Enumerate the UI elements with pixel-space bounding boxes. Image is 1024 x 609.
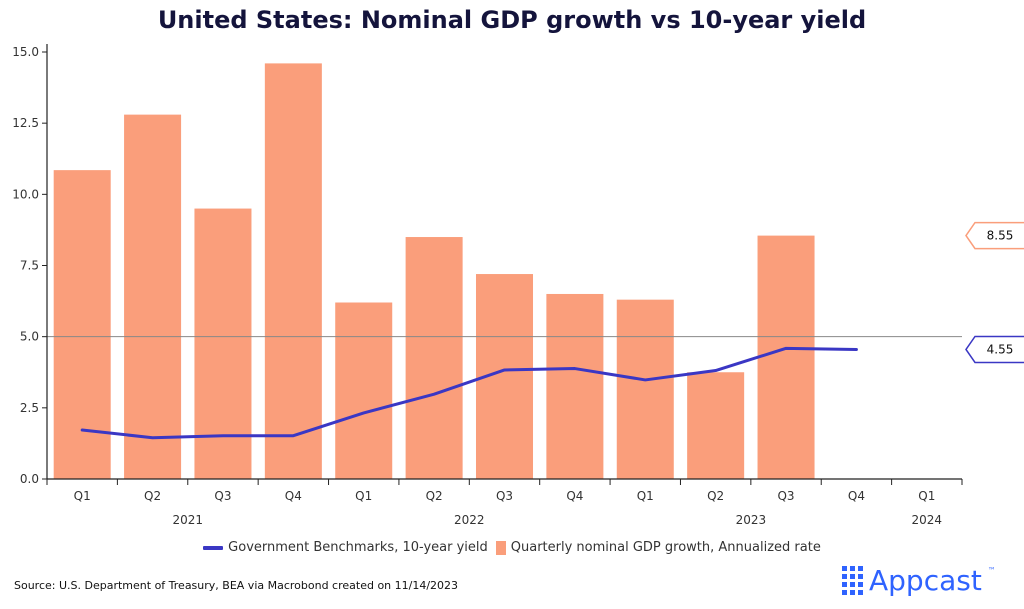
y-tick-label: 2.5 — [20, 401, 39, 415]
gdp-last-value-tag-box — [965, 221, 1024, 250]
y-tick-label: 10.0 — [12, 187, 39, 201]
legend-item-gdp: Quarterly nominal GDP growth, Annualized… — [495, 540, 821, 555]
x-tick-label: Q4 — [285, 489, 302, 503]
x-tick-label: Q2 — [426, 489, 443, 503]
chart-legend: Government Benchmarks, 10-year yield Qua… — [0, 540, 1024, 555]
x-tick-label: Q1 — [918, 489, 935, 503]
y-tick-label: 12.5 — [12, 116, 39, 130]
appcast-logo: Appcast ™ — [842, 562, 996, 598]
legend-item-yield: Government Benchmarks, 10-year yield — [203, 540, 488, 555]
x-tick-label: Q3 — [214, 489, 231, 503]
logo-grid-icon — [842, 565, 863, 595]
logo-trademark: ™ — [987, 566, 996, 575]
gdp-bar — [757, 235, 815, 479]
yield-line — [80, 346, 858, 440]
year-label: 2021 — [172, 513, 203, 527]
gdp-bar — [194, 208, 252, 480]
gdp-bar — [264, 63, 322, 480]
source-note: Source: U.S. Department of Treasury, BEA… — [14, 579, 459, 592]
x-tick-label: Q3 — [496, 489, 513, 503]
x-tick-label: Q3 — [777, 489, 794, 503]
chart-plot: 0.0 2.5 5.0 7.5 10.0 12.5 15.0 Q1 Q2 Q3 Q4 Q1 Q2 Q3 Q4… — [12, 44, 1024, 527]
x-tick-label: Q1 — [637, 489, 654, 503]
legend-line-swatch — [203, 545, 224, 550]
y-tick-label: 0.0 — [20, 472, 39, 486]
x-tick-label: Q2 — [144, 489, 161, 503]
gdp-bar — [335, 302, 393, 479]
legend-label-gdp: Quarterly nominal GDP growth, Annualized… — [510, 540, 821, 555]
x-tick-label: Q4 — [848, 489, 865, 503]
gdp-bar — [124, 114, 182, 480]
legend-bar-swatch — [495, 540, 506, 555]
x-tick-label: Q4 — [566, 489, 583, 503]
gdp-bar — [616, 299, 674, 479]
chart-title: United States: Nominal GDP growth vs 10-… — [157, 6, 867, 34]
x-tick-label: Q2 — [707, 489, 724, 503]
yield-last-value-tag-box — [965, 335, 1024, 364]
yield-last-value-tag-label: 4.55 — [987, 342, 1014, 356]
x-tick-label: Q1 — [74, 489, 91, 503]
gdp-last-value-tag-label: 8.55 — [987, 229, 1014, 243]
x-tick-label: Q1 — [355, 489, 372, 503]
gdp-bar — [405, 237, 463, 479]
logo-text: Appcast — [869, 563, 982, 597]
gdp-bar — [53, 170, 111, 480]
legend-label-yield: Government Benchmarks, 10-year yield — [228, 540, 488, 555]
gdp-bar — [687, 372, 745, 479]
year-label: 2024 — [912, 513, 943, 527]
y-tick-label: 15.0 — [12, 45, 39, 59]
gdp-bar — [546, 293, 604, 479]
year-label: 2023 — [736, 513, 767, 527]
y-tick-label: 7.5 — [20, 259, 39, 273]
y-tick-label: 5.0 — [20, 330, 39, 344]
year-label: 2022 — [454, 513, 485, 527]
